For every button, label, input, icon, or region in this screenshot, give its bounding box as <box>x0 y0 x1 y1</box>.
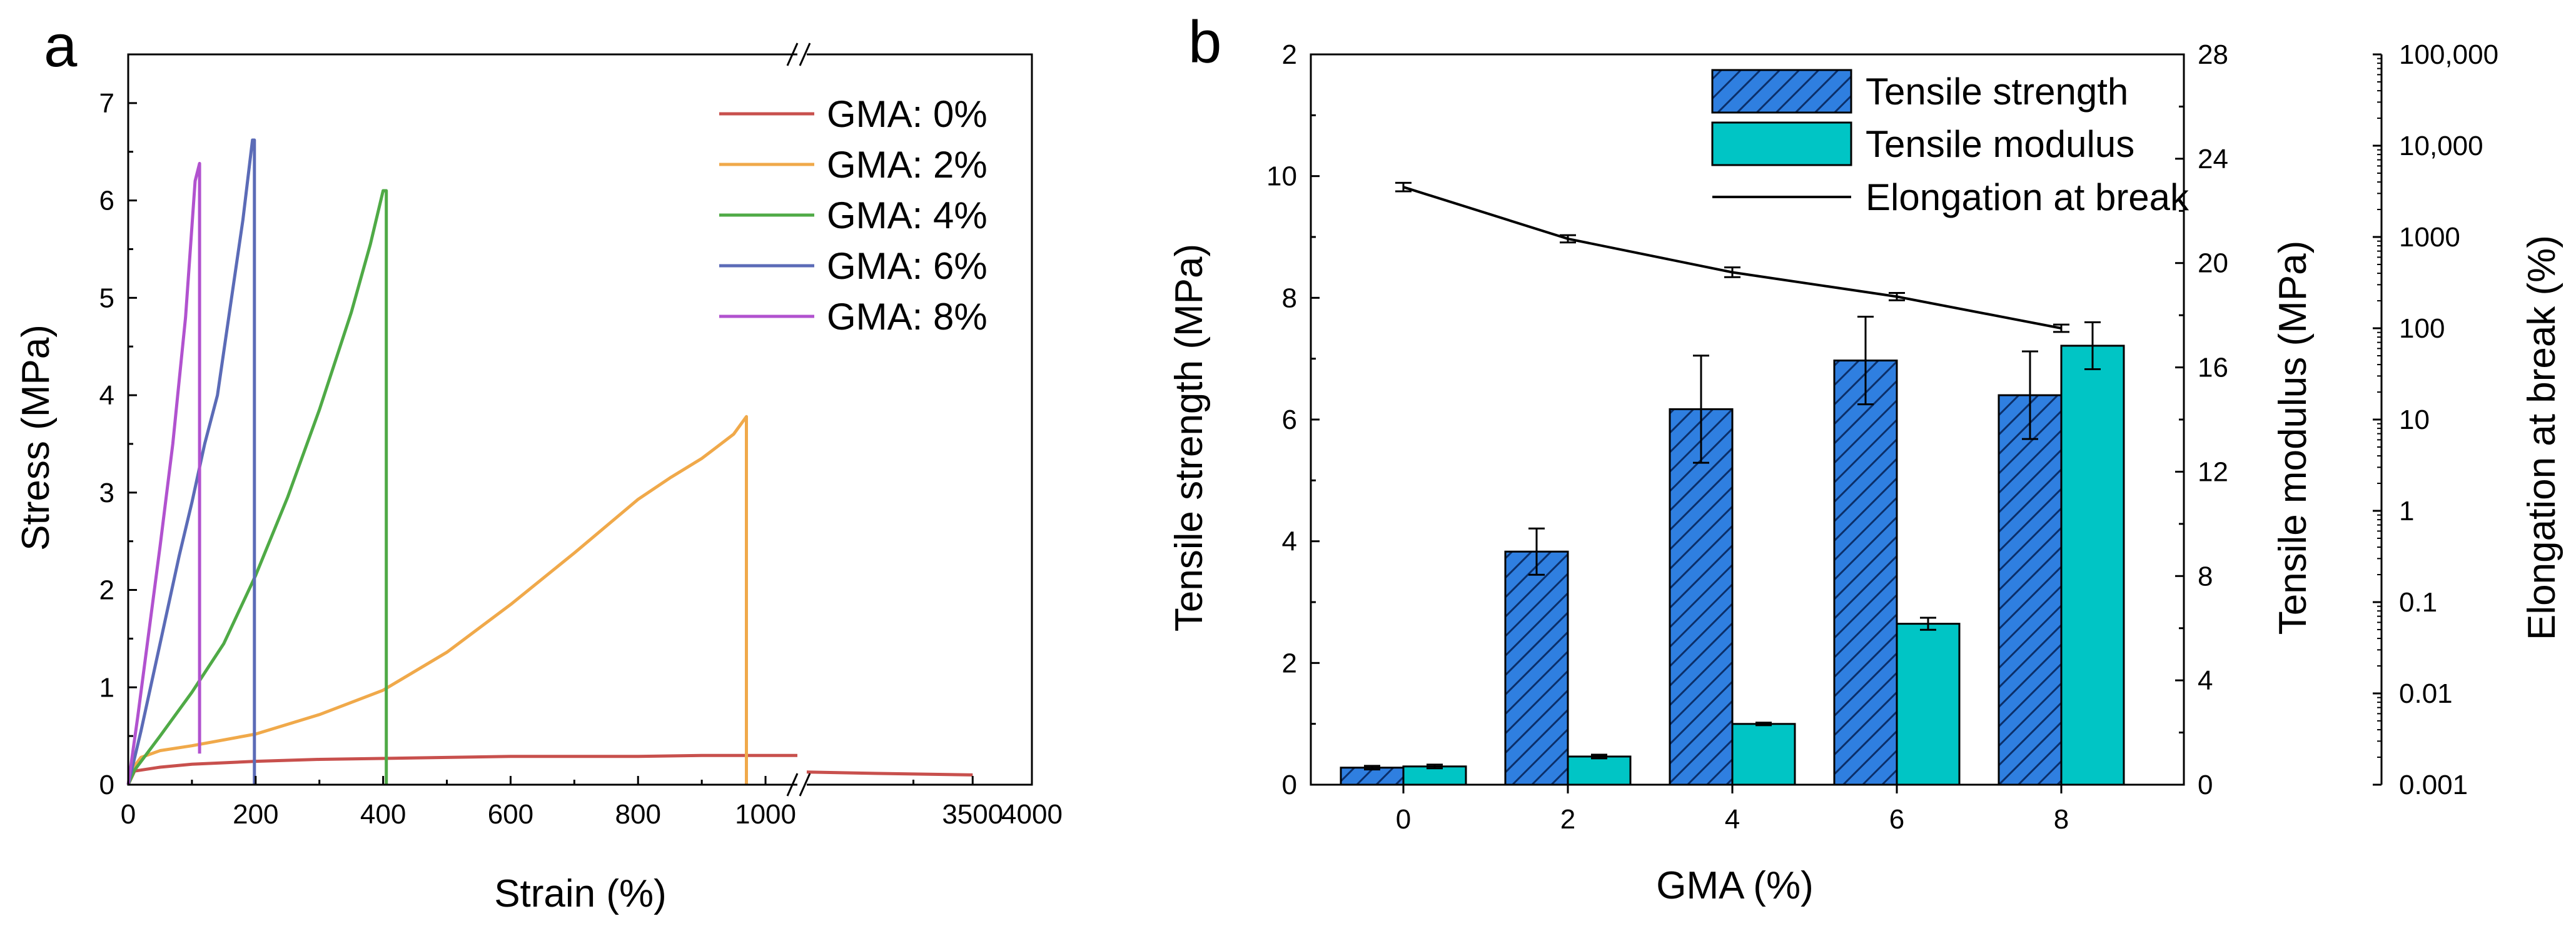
panel-b-legend-swatch-tensile-strength <box>1711 69 1852 114</box>
panel-a-series-line-4 <box>126 161 201 785</box>
panel-a-frame-right <box>807 53 1033 786</box>
panel-b-far-right-y-tick-label: 1000 <box>2399 222 2460 253</box>
panel-b-right-y-tick-label: 8 <box>2198 561 2213 591</box>
panel-b-far-right-y-axis-title: Elongation at break (%) <box>2520 235 2563 640</box>
panel-b-left-y-axis-title: Tensile strength (MPa) <box>1168 244 1211 632</box>
panel-a-legend-label: GMA: 4% <box>827 194 987 236</box>
panel-a-x-axis-title: Strain (%) <box>494 872 667 915</box>
panel-a-x-tick-label: 800 <box>615 799 661 830</box>
panel-b-far-right-y-tick-label: 1 <box>2399 496 2414 526</box>
panel-a-x-tick-label: 1000 <box>735 799 796 830</box>
panel-b-x-tick-label: 0 <box>1396 804 1411 835</box>
panel-a-y-tick-label: 7 <box>99 88 114 119</box>
panel-a-axis-break-mark <box>799 773 811 797</box>
panel-a-y-tick-label: 1 <box>99 672 114 703</box>
panel-b-legend-label: Tensile strength <box>1866 71 2128 113</box>
panel-a-legend-label: GMA: 6% <box>827 245 987 287</box>
panel-a-plot-area <box>126 138 973 786</box>
panel-b-legend-label: Tensile modulus <box>1866 123 2134 165</box>
panel-b-tensile-strength-bar <box>1669 408 1734 786</box>
panel-b-legend: Tensile strength Tensile modulus Elongatio… <box>1711 69 2190 218</box>
panel-b-left-y-tick-label: 2 <box>1282 39 1297 70</box>
panel-a-legend-label: GMA: 0% <box>827 93 987 135</box>
panel-b-legend-label: Elongation at break <box>1866 176 2190 218</box>
panel-b-far-right-y-tick-label: 0.001 <box>2399 770 2468 800</box>
panel-a-legend-label: GMA: 8% <box>827 296 987 338</box>
panel-a-y-tick-label: 2 <box>99 575 114 606</box>
panel-b-far-right-y-tick-label: 10,000 <box>2399 131 2483 161</box>
panel-a-y-axis-title: Stress (MPa) <box>14 325 58 551</box>
panel-b-tensile-modulus-bar <box>2060 345 2125 786</box>
panel-b-right-y-tick-label: 12 <box>2198 456 2228 487</box>
panel-a-series-line-2 <box>126 189 388 785</box>
panel-b-left-y-tick-label: 2 <box>1282 648 1297 678</box>
panel-b-legend-swatch-tensile-modulus <box>1711 121 1852 166</box>
panel-a-legend: GMA: 0% GMA: 2% GMA: 4% GMA: 6% GMA: 8% <box>719 93 987 338</box>
panel-a-frame-left <box>127 53 797 786</box>
panel-b-tensile-strength-bar <box>1998 394 2063 786</box>
panel-b-tensile-modulus-bar <box>1731 723 1796 786</box>
panel-b-right-y-axis-title: Tensile modulus (MPa) <box>2271 241 2315 635</box>
panel-b-letter: b <box>1188 9 1221 76</box>
panel-b-left-y-tick-label: 8 <box>1282 283 1297 313</box>
panel-a-series-line-0 <box>126 753 797 786</box>
panel-a-series-line-0-segment-2 <box>806 770 973 777</box>
panel-b-x-tick-label: 6 <box>1889 804 1904 835</box>
panel-a-series-line-1 <box>126 415 748 785</box>
panel-a-y-tick-label: 3 <box>99 478 114 508</box>
panel-b-tensile-modulus-bar <box>1567 755 1632 786</box>
panel-b-tensile-modulus-bar <box>1896 623 1961 786</box>
panel-b-x-tick-label: 2 <box>1560 804 1575 835</box>
panel-a-letter: a <box>44 13 78 79</box>
panel-b-tensile-strength-bar <box>1833 360 1898 786</box>
panel-b-x-tick-label: 8 <box>2054 804 2069 835</box>
panel-a-legend-label: GMA: 2% <box>827 144 987 186</box>
panel-a-axis-break-mark <box>786 43 799 66</box>
panel-a-axis-break-mark <box>799 43 811 66</box>
panel-a-y-tick-label: 6 <box>99 186 114 216</box>
panel-b-plot-area <box>1340 181 2125 786</box>
panel-b-right-y-tick-label: 28 <box>2198 39 2228 70</box>
panel-b-right-y-tick-label: 0 <box>2198 770 2213 800</box>
panel-a-x-tick-label: 0 <box>121 799 136 830</box>
panel-b-far-right-y-tick-label: 0.1 <box>2399 587 2437 618</box>
panel-b-x-axis-title: GMA (%) <box>1656 864 1813 907</box>
panel-a-x-tick-label: 200 <box>233 799 278 830</box>
panel-a-y-tick-label: 5 <box>99 283 114 313</box>
panel-a-series-line-3 <box>126 138 256 785</box>
panel-b-left-y-tick-label: 0 <box>1282 770 1297 800</box>
panel-b-right-y-tick-label: 16 <box>2198 353 2228 383</box>
panel-b-x-tick-label: 4 <box>1725 804 1740 835</box>
panel-b-right-y-tick-label: 4 <box>2198 665 2213 696</box>
panel-a-x-tick-label: 400 <box>360 799 406 830</box>
panel-b-left-y-tick-label: 10 <box>1266 161 1297 192</box>
panel-b-far-right-y-tick-label: 100,000 <box>2399 39 2498 70</box>
panel-a-x-tick-label: 4000 <box>1001 799 1063 830</box>
panel-a-y-tick-label: 0 <box>99 770 114 800</box>
panel-b-tensile-strength-bar <box>1504 550 1569 786</box>
panel-b-far-right-y-tick-label: 10 <box>2399 405 2430 435</box>
panel-a-y-tick-label: 4 <box>99 380 114 411</box>
panel-b-left-y-tick-label: 6 <box>1282 405 1297 435</box>
panel-a-x-tick-label: 3500 <box>942 799 1003 830</box>
panel-b-left-y-tick-label: 4 <box>1282 526 1297 557</box>
panel-b-right-y-tick-label: 24 <box>2198 144 2228 174</box>
panel-b-right-y-tick-label: 20 <box>2198 248 2228 279</box>
panel-a-axis-break-mark <box>786 773 799 797</box>
panel-b-far-right-y-tick-label: 100 <box>2399 313 2445 344</box>
panel-a-x-tick-label: 600 <box>488 799 533 830</box>
panel-b-far-right-y-tick-label: 0.01 <box>2399 678 2453 709</box>
